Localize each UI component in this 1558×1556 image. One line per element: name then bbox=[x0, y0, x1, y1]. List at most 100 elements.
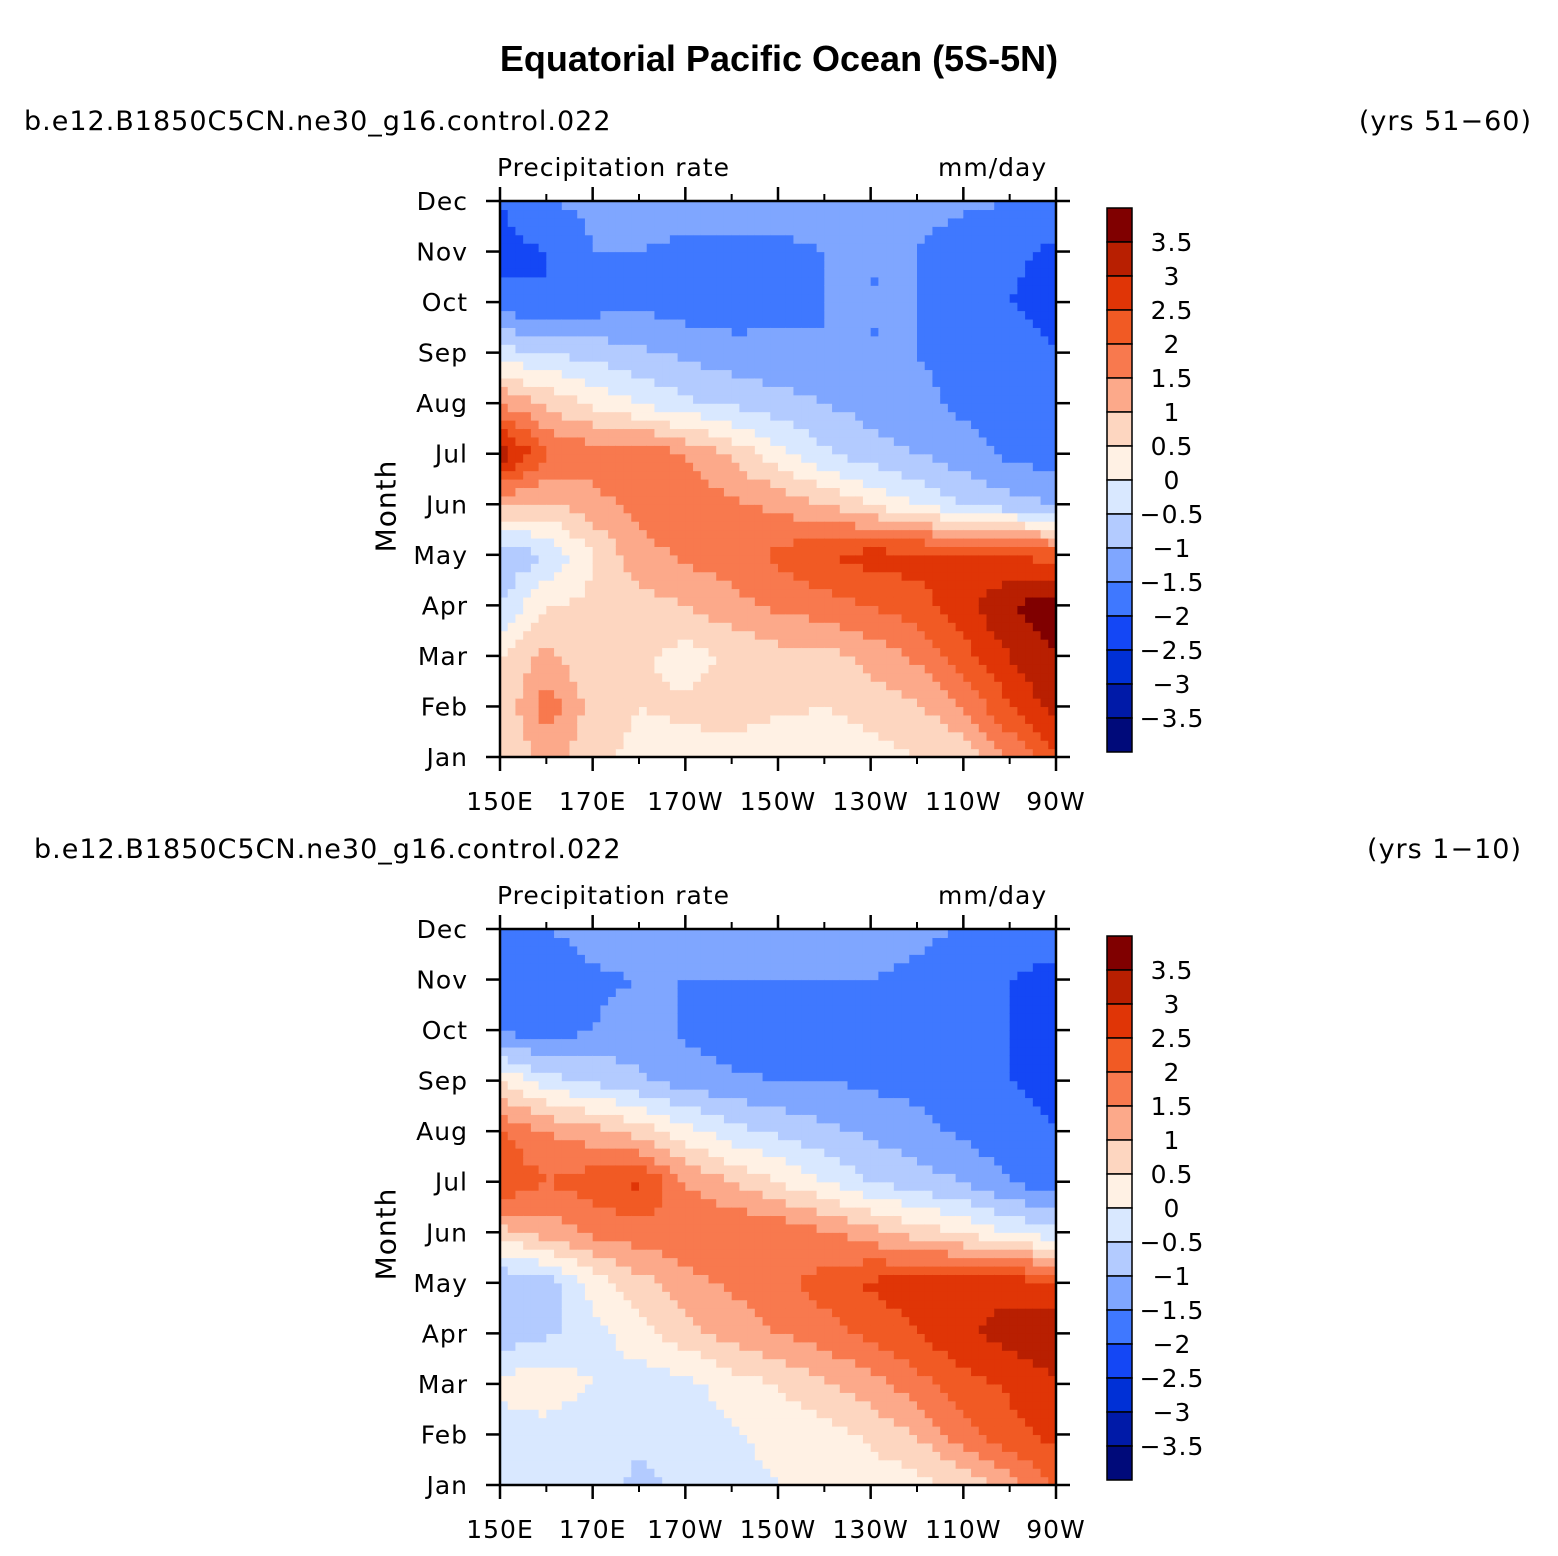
colorbar-label: −0.5 bbox=[1140, 500, 1205, 529]
heatmap-cell bbox=[1032, 285, 1042, 295]
heatmap-cell bbox=[1048, 436, 1056, 446]
heatmap-cell bbox=[592, 714, 601, 724]
heatmap-cell bbox=[554, 361, 563, 371]
heatmap-cell bbox=[978, 234, 988, 244]
heatmap-cell bbox=[731, 748, 740, 757]
heatmap-cell bbox=[654, 740, 663, 750]
heatmap-cell bbox=[615, 470, 625, 480]
heatmap-cell bbox=[824, 361, 833, 371]
heatmap-cell bbox=[515, 201, 524, 211]
heatmap-cell bbox=[971, 639, 980, 649]
heatmap-cell bbox=[778, 740, 787, 750]
heatmap-cell bbox=[685, 276, 694, 286]
heatmap-cell bbox=[1001, 512, 1011, 522]
heatmap-cell bbox=[615, 681, 625, 691]
heatmap-cell bbox=[654, 672, 663, 682]
heatmap-cell bbox=[677, 647, 686, 657]
heatmap-cell bbox=[700, 276, 710, 286]
heatmap-cell bbox=[662, 209, 671, 219]
heatmap-cell bbox=[839, 613, 849, 623]
heatmap-cell bbox=[592, 394, 601, 404]
heatmap-cell bbox=[654, 268, 663, 278]
heatmap-cell bbox=[584, 285, 594, 295]
heatmap-cell bbox=[677, 201, 686, 211]
heatmap-cell bbox=[855, 369, 864, 379]
heatmap-cell bbox=[669, 361, 679, 371]
heatmap-cell bbox=[639, 226, 648, 236]
heatmap-cell bbox=[778, 411, 787, 421]
heatmap-cell bbox=[870, 698, 879, 708]
heatmap-cell bbox=[940, 504, 949, 514]
heatmap-cell bbox=[530, 318, 540, 328]
colorbar-label: −2 bbox=[1153, 602, 1192, 631]
heatmap-cell bbox=[994, 504, 1003, 514]
heatmap-cell bbox=[886, 293, 895, 303]
heatmap-cell bbox=[986, 234, 995, 244]
heatmap-cell bbox=[739, 689, 748, 699]
heatmap-cell bbox=[770, 495, 779, 505]
heatmap-cell bbox=[893, 546, 903, 556]
heatmap-cell bbox=[839, 453, 849, 463]
heatmap-cell bbox=[816, 352, 825, 362]
heatmap-cell bbox=[770, 420, 779, 430]
heatmap-cell bbox=[500, 344, 509, 354]
heatmap-cell bbox=[839, 403, 849, 413]
heatmap-cell bbox=[754, 698, 764, 708]
heatmap-cell bbox=[654, 386, 663, 396]
heatmap-cell bbox=[824, 411, 833, 421]
heatmap-cell bbox=[1040, 622, 1049, 632]
heatmap-cell bbox=[577, 403, 586, 413]
heatmap-cell bbox=[662, 310, 671, 320]
heatmap-cell bbox=[507, 243, 517, 253]
y-tick-label: Jul bbox=[433, 440, 468, 469]
heatmap-cell bbox=[507, 293, 517, 303]
heatmap-cell bbox=[870, 613, 879, 623]
heatmap-cell bbox=[592, 470, 601, 480]
heatmap-cell bbox=[507, 1181, 517, 1191]
heatmap-cell bbox=[824, 302, 833, 312]
heatmap-cell bbox=[561, 740, 571, 750]
heatmap-cell bbox=[700, 369, 710, 379]
heatmap-cell bbox=[639, 698, 648, 708]
heatmap-cell bbox=[978, 411, 988, 421]
heatmap-cell bbox=[901, 698, 910, 708]
heatmap-cell bbox=[623, 681, 632, 691]
heatmap-cell bbox=[693, 740, 702, 750]
heatmap-cell bbox=[685, 352, 694, 362]
heatmap-cell bbox=[963, 335, 972, 345]
heatmap-cell bbox=[677, 554, 686, 564]
heatmap-cell bbox=[1017, 740, 1026, 750]
heatmap-cell bbox=[1025, 655, 1034, 665]
heatmap-cell bbox=[639, 630, 648, 640]
heatmap-cell bbox=[554, 344, 563, 354]
heatmap-cell bbox=[878, 361, 887, 371]
heatmap-cell bbox=[554, 470, 563, 480]
heatmap-cell bbox=[986, 748, 995, 757]
heatmap-cell bbox=[731, 259, 740, 269]
colorbar-swatch bbox=[1106, 445, 1133, 481]
heatmap-cell bbox=[646, 698, 656, 708]
heatmap-cell bbox=[971, 201, 980, 211]
heatmap-cell bbox=[932, 537, 941, 547]
heatmap-cell bbox=[878, 613, 887, 623]
heatmap-cell bbox=[515, 302, 524, 312]
heatmap-cell bbox=[693, 420, 702, 430]
heatmap-cell bbox=[561, 243, 571, 253]
heatmap-cell bbox=[639, 394, 648, 404]
heatmap-cell bbox=[862, 369, 872, 379]
heatmap-cell bbox=[677, 537, 686, 547]
heatmap-cell bbox=[546, 580, 555, 590]
heatmap-cell bbox=[654, 293, 663, 303]
heatmap-cell bbox=[646, 596, 656, 606]
heatmap-cell bbox=[500, 217, 509, 227]
heatmap-cell bbox=[639, 201, 648, 211]
heatmap-cell bbox=[793, 698, 802, 708]
heatmap-cell bbox=[600, 504, 609, 514]
heatmap-cell bbox=[592, 428, 601, 438]
heatmap-cell bbox=[739, 605, 748, 615]
heatmap-cell bbox=[893, 394, 903, 404]
heatmap-cell bbox=[1040, 689, 1049, 699]
heatmap-cell bbox=[855, 613, 864, 623]
heatmap-cell bbox=[878, 201, 887, 211]
heatmap-cell bbox=[523, 411, 532, 421]
